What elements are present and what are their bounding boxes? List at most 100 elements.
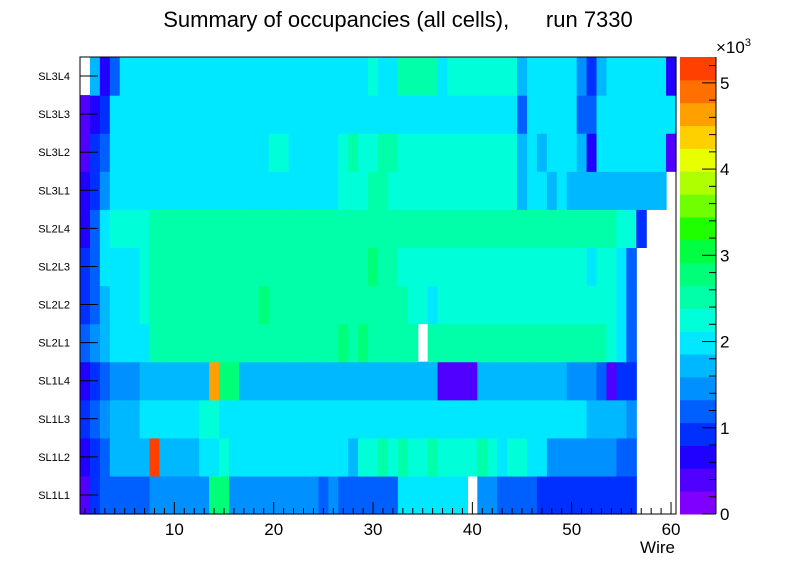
heatmap-cell bbox=[616, 133, 627, 172]
heatmap-cell bbox=[666, 57, 677, 96]
heatmap-cell bbox=[109, 95, 121, 134]
heatmap-cell bbox=[586, 285, 598, 325]
heatmap-cell bbox=[229, 399, 240, 439]
heatmap-cell bbox=[487, 133, 498, 172]
color-scale-band bbox=[680, 422, 716, 446]
heatmap-cell bbox=[308, 133, 319, 172]
heatmap-cell bbox=[467, 285, 478, 325]
heatmap-cell bbox=[397, 399, 409, 439]
heatmap-cell bbox=[527, 399, 538, 439]
heatmap-cell bbox=[159, 437, 170, 477]
heatmap-cell bbox=[338, 133, 349, 172]
heatmap-cell bbox=[387, 171, 399, 210]
heatmap-cell bbox=[507, 323, 518, 363]
heatmap-cell bbox=[99, 57, 111, 96]
heatmap-cell bbox=[328, 57, 339, 96]
heatmap-cell bbox=[517, 323, 528, 363]
heatmap-cell bbox=[179, 247, 190, 287]
heatmap-cell bbox=[507, 475, 518, 515]
heatmap-cell bbox=[109, 285, 121, 325]
heatmap-cell bbox=[586, 399, 598, 439]
color-scale-band bbox=[680, 491, 716, 515]
heatmap-cell bbox=[457, 323, 468, 363]
heatmap-cell bbox=[338, 57, 349, 96]
heatmap-cell bbox=[536, 247, 548, 287]
heatmap-cell bbox=[189, 95, 200, 134]
heatmap-cell bbox=[407, 399, 419, 439]
heatmap-cell bbox=[656, 57, 667, 96]
heatmap-cell bbox=[159, 171, 170, 210]
heatmap-cell bbox=[318, 475, 329, 515]
heatmap-cell bbox=[566, 171, 578, 210]
heatmap-cell bbox=[159, 361, 170, 401]
y-tick-label: SL2L2 bbox=[38, 300, 70, 312]
heatmap-cell bbox=[447, 475, 459, 515]
heatmap-cell bbox=[467, 209, 478, 249]
heatmap-cell bbox=[666, 95, 677, 134]
heatmap-cell bbox=[278, 247, 290, 287]
heatmap-cell bbox=[238, 399, 250, 439]
heatmap-cell bbox=[288, 171, 300, 210]
heatmap-cell bbox=[576, 437, 588, 477]
heatmap-cell bbox=[447, 171, 459, 210]
heatmap-cell bbox=[407, 437, 419, 477]
x-tick-label: 20 bbox=[264, 520, 283, 539]
heatmap-cell bbox=[248, 95, 260, 134]
heatmap-cell bbox=[556, 323, 568, 363]
heatmap-cell bbox=[378, 133, 389, 172]
heatmap-cell bbox=[457, 95, 468, 134]
heatmap-cell bbox=[308, 171, 319, 210]
heatmap-cell bbox=[119, 171, 131, 210]
heatmap-cell bbox=[566, 361, 578, 401]
heatmap-cell bbox=[507, 133, 518, 172]
heatmap-cell bbox=[596, 399, 608, 439]
heatmap-cell bbox=[109, 399, 121, 439]
heatmap-cell bbox=[288, 399, 300, 439]
heatmap-cell bbox=[268, 323, 280, 363]
heatmap-cell bbox=[517, 247, 528, 287]
heatmap-cell bbox=[397, 475, 409, 515]
heatmap-cell bbox=[119, 285, 131, 325]
heatmap-cell bbox=[338, 209, 349, 249]
heatmap-cell bbox=[129, 95, 141, 134]
heatmap-cell bbox=[536, 133, 548, 172]
heatmap-cell bbox=[199, 95, 210, 134]
heatmap-cell bbox=[119, 323, 131, 363]
heatmap-cell bbox=[149, 57, 161, 96]
heatmap-cell bbox=[576, 247, 588, 287]
heatmap-cell bbox=[268, 133, 280, 172]
heatmap-cell bbox=[546, 171, 558, 210]
heatmap-cell bbox=[308, 95, 319, 134]
heatmap-cell bbox=[119, 361, 131, 401]
z-axis-exponent: 3 bbox=[745, 37, 751, 49]
heatmap-cell bbox=[407, 475, 419, 515]
heatmap-cell bbox=[278, 437, 290, 477]
heatmap-cell bbox=[387, 57, 399, 96]
heatmap-cell bbox=[497, 399, 508, 439]
color-scale-band bbox=[680, 262, 716, 286]
heatmap-cell bbox=[437, 399, 449, 439]
x-axis-label: Wire bbox=[640, 538, 675, 557]
heatmap-cell bbox=[457, 133, 468, 172]
heatmap-cell bbox=[229, 475, 240, 515]
heatmap-cell bbox=[378, 209, 389, 249]
heatmap-cell bbox=[626, 171, 637, 210]
heatmap-cell bbox=[497, 57, 508, 96]
heatmap-cell bbox=[149, 361, 161, 401]
heatmap-cell bbox=[358, 475, 369, 515]
heatmap-cell bbox=[119, 475, 131, 515]
heatmap-cell bbox=[556, 95, 568, 134]
heatmap-cell bbox=[417, 475, 429, 515]
heatmap-cell bbox=[318, 399, 329, 439]
heatmap-cell bbox=[139, 437, 151, 477]
heatmap-cell bbox=[368, 247, 379, 287]
heatmap-cell bbox=[397, 171, 409, 210]
heatmap-cell bbox=[407, 57, 419, 96]
heatmap-cell bbox=[636, 209, 647, 249]
heatmap-cell bbox=[616, 57, 627, 96]
heatmap-cell bbox=[606, 323, 617, 363]
heatmap-cell bbox=[99, 95, 111, 134]
heatmap-cell bbox=[129, 399, 141, 439]
z-axis-multiplier-base: ×10 bbox=[716, 38, 745, 57]
heatmap-cell bbox=[427, 323, 439, 363]
